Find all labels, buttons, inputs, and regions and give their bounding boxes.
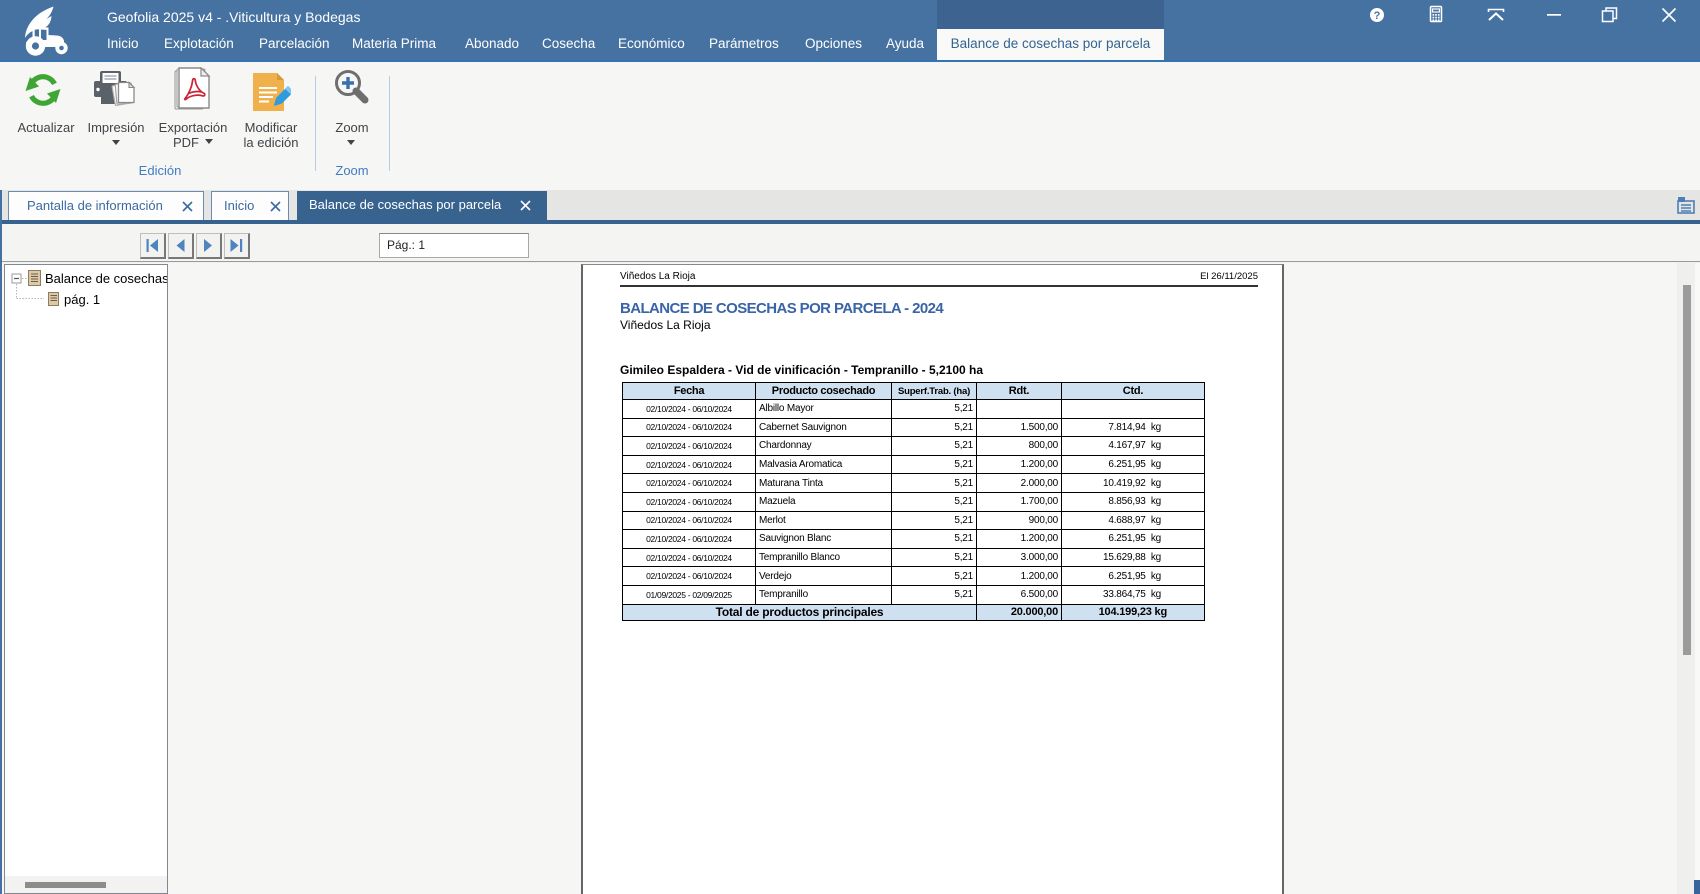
svg-text:?: ? — [1374, 10, 1381, 22]
